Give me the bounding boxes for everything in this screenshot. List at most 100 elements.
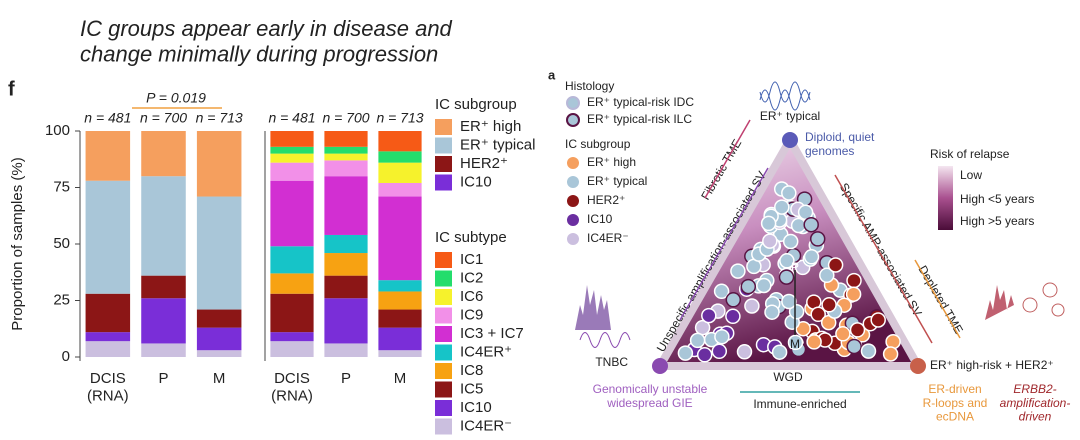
y-tick-label: 50: [53, 235, 70, 252]
sample-dot: [774, 199, 790, 215]
bar-segment: [141, 275, 186, 299]
diagram: a Histology ER⁺ typical-risk IDC ER⁺ typ…: [548, 67, 1070, 423]
sample-dot: [803, 216, 819, 233]
bar-segment: [324, 343, 368, 357]
bar-segment: [378, 182, 422, 197]
x-tick-label: M: [394, 370, 407, 387]
sample-dot: [846, 272, 862, 289]
risk-label: Low: [960, 168, 982, 182]
legend-label: IC2: [460, 269, 483, 286]
sample-dot: [677, 345, 694, 361]
legend-swatch: [435, 344, 452, 361]
edge-label: WGD: [773, 370, 803, 384]
bar-segment: [85, 180, 131, 294]
p-value: P = 0.019: [146, 90, 206, 106]
bar-segment: [378, 162, 422, 183]
sample-dot: [725, 292, 742, 308]
sample-dot: [781, 293, 797, 310]
sample-dot: [797, 204, 814, 221]
sample-dot: [779, 253, 795, 269]
bar-segment: [324, 131, 368, 147]
sample-dot: [714, 328, 730, 345]
bar-segment: [324, 160, 368, 177]
legend-label: IC9: [460, 306, 483, 323]
legend-label: IC4ER⁻: [460, 417, 512, 434]
bar-segment: [324, 298, 368, 344]
vertex-label: ER⁺ typical: [760, 109, 820, 123]
legend-label: IC4ER⁺: [460, 343, 512, 360]
bar-segment: [141, 298, 186, 344]
legend-label: IC10: [460, 173, 492, 190]
edge-arrow: [914, 259, 961, 339]
vertex: [652, 358, 668, 374]
bar-segment: [324, 153, 368, 161]
legend-dot: [566, 113, 580, 127]
edge-label: Immune-enriched: [753, 397, 846, 411]
sample-dot: [736, 344, 753, 360]
sample-dot: [762, 233, 778, 249]
legend-swatch: [435, 156, 452, 172]
bar-segment: [196, 350, 242, 357]
legend-label: ER⁺ high: [587, 155, 636, 169]
edge-arrow: [834, 174, 933, 344]
bar-segment: [378, 327, 422, 351]
sample-dot: [846, 338, 862, 355]
vertex: [910, 358, 926, 374]
legend-swatch: [435, 363, 452, 379]
bar-segment: [196, 196, 242, 310]
sample-dot: [778, 269, 795, 285]
bar-segment: [196, 131, 242, 197]
dna-icon: [759, 81, 811, 111]
sample-dot: [760, 215, 777, 232]
n-label: n = 700: [322, 110, 369, 126]
sample-dot: [725, 308, 741, 325]
bar-segment: [270, 153, 314, 163]
sample-dot: [849, 322, 866, 338]
legend-title: IC subgroup: [435, 96, 517, 113]
bar-segment: [141, 343, 186, 357]
legend-dot: [566, 96, 580, 110]
sample-dot: [845, 286, 862, 302]
legend-label: ER⁺ typical: [460, 136, 535, 153]
y-tick-label: 100: [45, 122, 70, 139]
sample-dot: [730, 263, 746, 279]
x-tick-label: M: [213, 370, 226, 387]
vertex-note: Diploid, quiet genomes: [805, 130, 875, 158]
dna-icon: [579, 332, 631, 348]
edge-arrow: [679, 167, 769, 321]
sample-dot: [860, 343, 877, 359]
legend-swatch: [435, 270, 452, 287]
sample-dot: [756, 277, 772, 294]
legend-title: IC subgroup: [565, 137, 631, 151]
bar-segment: [378, 350, 422, 357]
legend-dot: [567, 157, 579, 169]
legend-swatch: [435, 252, 452, 268]
bar-segment: [270, 131, 314, 147]
legend-label: IC1: [460, 251, 483, 268]
sample-dot: [803, 249, 820, 265]
bar-segment: [324, 275, 368, 299]
legend-swatch: [435, 174, 452, 191]
charts: 0 25 50 75 100 DCIS (RNA) n = 481 Pn = 700 Mn = 7…: [45, 96, 535, 435]
legend-title: Risk of relapse: [930, 147, 1010, 161]
bar-segment: [378, 151, 422, 163]
cnv-icon: [985, 285, 1014, 320]
n-label: n = 700: [140, 110, 187, 126]
legend-dot: [567, 176, 579, 188]
bar-segment: [85, 341, 131, 357]
legend-title: IC subtype: [435, 229, 507, 246]
bar-segment: [324, 253, 368, 276]
bar-segment: [378, 309, 422, 328]
vertex-note: ERBB2-amplification-driven: [1000, 382, 1071, 424]
n-label: n = 481: [84, 110, 131, 126]
sample-dot: [870, 312, 886, 328]
n-label: n = 713: [376, 110, 423, 126]
title: IC groups appear early in disease and cha…: [80, 16, 453, 66]
bar-segment: [324, 234, 368, 254]
panel-label: a: [548, 67, 556, 82]
y-tick-label: 0: [62, 348, 70, 365]
bar-segment: [85, 293, 131, 333]
legend-label: IC10: [460, 399, 492, 416]
y-tick-label: 25: [53, 291, 70, 308]
